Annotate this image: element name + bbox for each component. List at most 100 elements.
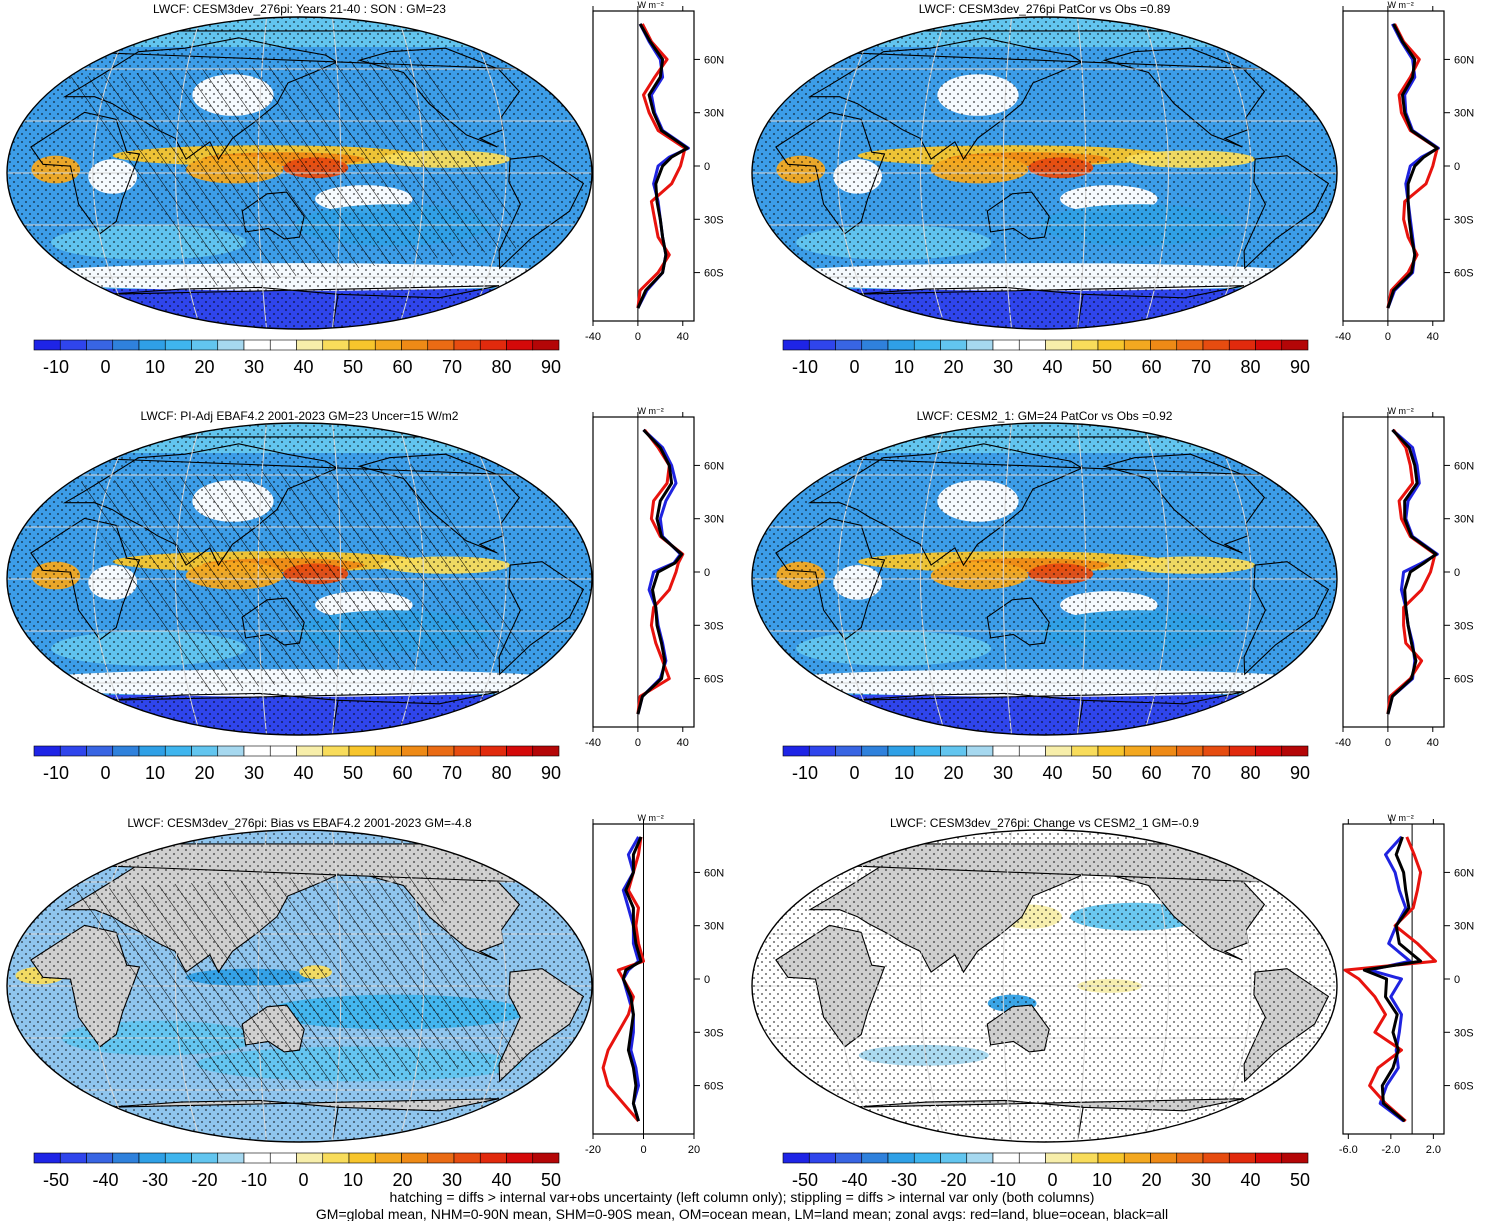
zonal-x-label: -40 — [1335, 331, 1351, 343]
colorbar-tick-label: 30 — [993, 357, 1013, 377]
colorbar-tick-label: 30 — [244, 763, 264, 783]
colorbar-tick-label: -30 — [142, 1170, 168, 1190]
colorbar-tick-label: 20 — [194, 357, 214, 377]
colorbar-tick-label: 90 — [541, 763, 561, 783]
colorbar-swatch — [1045, 745, 1073, 757]
colorbar-swatch — [217, 339, 245, 351]
zonal-lat-label: 30S — [704, 620, 724, 632]
zonal-lat-label: 60S — [1454, 1081, 1474, 1093]
zonal-lat-label: 60N — [704, 867, 724, 879]
colorbar-tick-label: 0 — [849, 357, 859, 377]
colorbar-swatch — [112, 339, 140, 351]
colorbar-swatch — [112, 745, 140, 757]
colorbar-tick-label: 90 — [541, 357, 561, 377]
zonal-x-label: -40 — [1335, 737, 1351, 749]
colorbar-swatch — [940, 1152, 968, 1164]
zonal-lat-label: 0 — [704, 161, 710, 173]
zonal-series-all — [636, 23, 689, 309]
colorbar-swatch — [1176, 745, 1204, 757]
colorbar-swatch — [86, 1152, 114, 1164]
colorbar-tick-label: -40 — [841, 1170, 867, 1190]
colorbar-swatch — [1202, 1152, 1230, 1164]
colorbar-swatch — [427, 339, 455, 351]
colorbar-tick-label: 40 — [1240, 1170, 1260, 1190]
colorbar-swatch — [1255, 1152, 1283, 1164]
colorbar-swatch — [992, 745, 1020, 757]
zonal-panel: W m⁻² 60N 30N 0 30S 60S -40 0 40 — [1335, 0, 1474, 343]
colorbar-swatch — [835, 1152, 863, 1164]
zonal-x-label: 40 — [1427, 331, 1439, 343]
colorbar-swatch — [1071, 1152, 1099, 1164]
panel-title: LWCF: PI-Adj EBAF4.2 2001-2023 GM=23 Unc… — [141, 409, 459, 423]
zonal-unit-label: W m⁻² — [638, 0, 664, 10]
zonal-lat-label: 60N — [1454, 867, 1474, 879]
zonal-frame — [592, 416, 695, 728]
colorbar-swatch — [243, 339, 271, 351]
stippling — [752, 17, 1337, 329]
zonal-lat-label: 30S — [1454, 214, 1474, 226]
zonal-x-label: 0 — [1385, 737, 1391, 749]
colorbar-swatch — [1018, 339, 1046, 351]
colorbar-tick-label: 40 — [1042, 763, 1062, 783]
colorbar-tick-label: 60 — [392, 763, 412, 783]
zonal-x-label: 0 — [640, 1144, 646, 1156]
colorbar-tick-label: 30 — [244, 357, 264, 377]
zonal-x-label: 0 — [1385, 331, 1391, 343]
colorbar-swatch — [401, 745, 429, 757]
colorbar-swatch — [1150, 339, 1178, 351]
footer-line-1: hatching = diffs > internal var+obs unce… — [390, 1189, 1095, 1205]
colorbar-tick-label: 90 — [1290, 763, 1310, 783]
colorbar-tick-label: 40 — [293, 763, 313, 783]
colorbar-tick-label: 20 — [943, 763, 963, 783]
colorbar-swatch — [296, 1152, 324, 1164]
colorbar-tick-label: 10 — [894, 357, 914, 377]
panel-title: LWCF: CESM3dev_276pi: Bias vs EBAF4.2 20… — [127, 816, 472, 830]
zonal-lat-label: 30N — [704, 921, 724, 933]
colorbar-swatch — [164, 1152, 192, 1164]
colorbar-swatch — [1123, 339, 1151, 351]
map-area — [7, 17, 592, 329]
colorbar-swatch — [33, 1152, 61, 1164]
zonal-lat-label: 60N — [1454, 460, 1474, 472]
colorbar-swatch — [1255, 339, 1283, 351]
zonal-x-label: 20 — [688, 1144, 700, 1156]
colorbar-swatch — [1097, 1152, 1125, 1164]
map-panel-3: LWCF: PI-Adj EBAF4.2 2001-2023 GM=23 Unc… — [6, 406, 724, 783]
zonal-x-label: 0 — [635, 331, 641, 343]
colorbar-swatch — [322, 745, 350, 757]
colorbar-swatch — [112, 1152, 140, 1164]
zonal-panel: W m⁻² 60N 30N 0 30S 60S -40 0 40 — [585, 406, 724, 749]
footer-line-2: GM=global mean, NHM=0-90N mean, SHM=0-90… — [316, 1206, 1168, 1221]
colorbar-swatch — [401, 339, 429, 351]
colorbar: -10 0 10 20 30 40 50 60 70 80 90 — [33, 339, 561, 377]
zonal-lat-label: 0 — [1454, 567, 1460, 579]
map-area — [7, 423, 592, 735]
colorbar-swatch — [940, 339, 968, 351]
colorbar-swatch — [992, 339, 1020, 351]
map-panel-6: LWCF: CESM3dev_276pi: Change vs CESM2_1 … — [751, 813, 1474, 1190]
colorbar-swatch — [1281, 339, 1309, 351]
colorbar-swatch — [808, 339, 836, 351]
zonal-x-label: 40 — [677, 737, 689, 749]
hatching — [67, 463, 527, 693]
colorbar-tick-label: 10 — [1092, 1170, 1112, 1190]
zonal-x-label: 2.0 — [1426, 1144, 1441, 1156]
colorbar-swatch — [1071, 745, 1099, 757]
colorbar-swatch — [861, 1152, 889, 1164]
colorbar: -10 0 10 20 30 40 50 60 70 80 90 — [782, 339, 1310, 377]
colorbar-swatch — [1097, 339, 1125, 351]
colorbar-swatch — [1097, 745, 1125, 757]
colorbar-tick-label: 60 — [1141, 763, 1161, 783]
colorbar-swatch — [217, 1152, 245, 1164]
colorbar-swatch — [940, 745, 968, 757]
zonal-lat-label: 60N — [704, 460, 724, 472]
colorbar-tick-label: 80 — [1240, 763, 1260, 783]
colorbar-swatch — [506, 339, 534, 351]
colorbar-swatch — [296, 339, 324, 351]
colorbar-tick-label: -20 — [191, 1170, 217, 1190]
colorbar-tick-label: 70 — [442, 357, 462, 377]
colorbar-tick-label: -30 — [891, 1170, 917, 1190]
colorbar-swatch — [322, 339, 350, 351]
colorbar-swatch — [348, 1152, 376, 1164]
zonal-x-label: 0 — [635, 737, 641, 749]
